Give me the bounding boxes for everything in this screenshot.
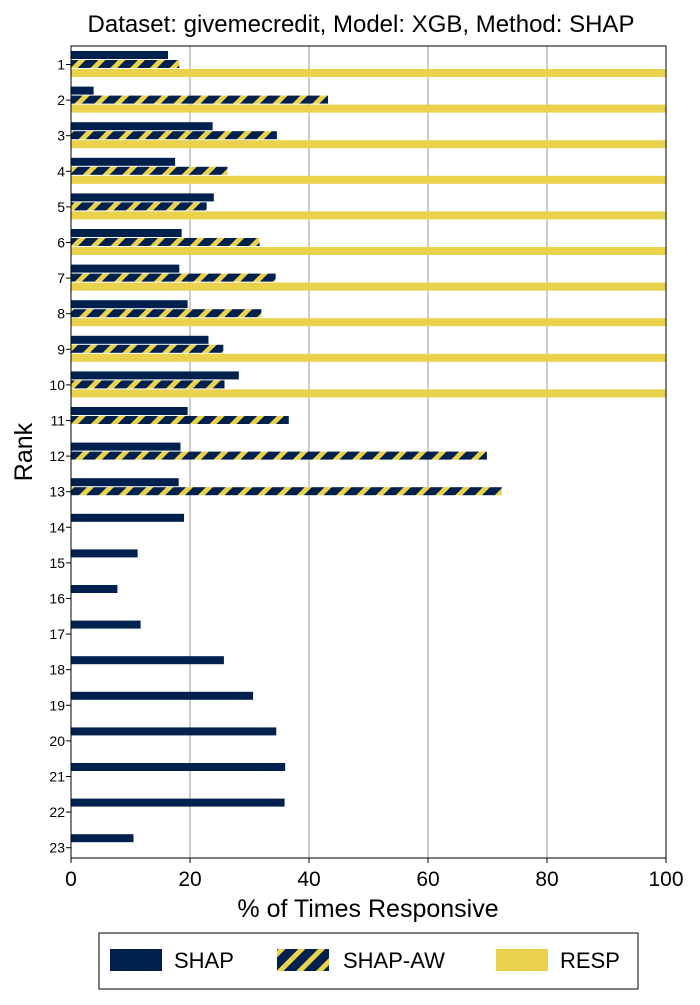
bar-shap-rank-5: [71, 193, 214, 202]
y-tick-label-7: 7: [57, 270, 65, 286]
bar-shap-aw-rank-2: [71, 95, 329, 104]
y-tick-label-8: 8: [57, 306, 65, 322]
bar-shap-aw-rank-11: [71, 416, 289, 424]
x-axis-label: % of Times Responsive: [237, 895, 498, 923]
bar-shap-rank-9: [71, 335, 209, 344]
x-tick-label-0: 0: [65, 868, 77, 891]
bar-shap-rank-10: [71, 371, 239, 380]
legend: SHAP SHAP-AW RESP: [98, 932, 639, 990]
bar-shap-rank-15: [71, 549, 138, 558]
bar-resp-rank-4: [71, 175, 666, 184]
bar-shap-aw-rank-6: [71, 238, 260, 246]
bar-shap-rank-1: [71, 51, 168, 59]
bar-shap-rank-6: [71, 229, 182, 237]
bar-shap-rank-23: [71, 834, 134, 843]
bar-resp-rank-5: [71, 211, 666, 220]
y-tick-label-6: 6: [57, 235, 65, 251]
legend-label-shap-aw: SHAP-AW: [343, 948, 445, 973]
bar-shap-aw-rank-4: [71, 166, 228, 175]
bar-shap-rank-21: [71, 763, 286, 771]
legend-swatch-shap-aw: [277, 949, 329, 971]
y-tick-label-14: 14: [49, 519, 65, 535]
bar-shap-aw-rank-5: [71, 202, 207, 211]
bar-shap-rank-18: [71, 656, 224, 665]
bar-shap-rank-22: [71, 798, 285, 807]
bar-shap-rank-12: [71, 442, 181, 451]
bar-shap-aw-rank-10: [71, 380, 225, 389]
bar-shap-rank-4: [71, 157, 176, 166]
y-tick-label-21: 21: [49, 769, 65, 785]
y-tick-label-19: 19: [49, 697, 65, 713]
x-tick-label-100: 100: [648, 868, 683, 891]
y-tick-label-9: 9: [57, 341, 65, 357]
legend-frame: [98, 932, 639, 990]
bar-shap-aw-rank-12: [71, 451, 487, 460]
bar-resp-rank-10: [71, 389, 666, 398]
y-tick-label-16: 16: [49, 591, 65, 607]
y-tick-label-12: 12: [49, 448, 65, 464]
x-tick-label-20: 20: [178, 868, 201, 891]
chart-title: Dataset: givemecredit, Model: XGB, Metho…: [88, 11, 635, 38]
bar-shap-rank-20: [71, 727, 277, 736]
legend-swatch-resp: [496, 949, 548, 971]
bar-resp-rank-9: [71, 353, 666, 362]
bar-shap-rank-8: [71, 300, 188, 309]
y-tick-label-22: 22: [49, 804, 65, 820]
y-tick-label-13: 13: [49, 484, 65, 500]
y-tick-label-20: 20: [49, 733, 65, 749]
bar-shap-rank-11: [71, 407, 188, 415]
y-tick-label-11: 11: [50, 413, 65, 429]
bar-shap-rank-2: [71, 86, 94, 95]
y-axis-label: Rank: [10, 422, 38, 481]
bar-shap-aw-rank-3: [71, 131, 277, 140]
bar-resp-rank-8: [71, 318, 666, 327]
y-tick-label-2: 2: [57, 92, 65, 108]
y-tick-label-1: 1: [57, 57, 65, 73]
y-tick-label-18: 18: [49, 662, 65, 678]
legend-label-shap: SHAP: [174, 948, 234, 973]
legend-swatch-shap: [110, 949, 162, 971]
bar-shap-rank-14: [71, 513, 185, 522]
legend-label-resp: RESP: [560, 948, 620, 973]
bar-shap-rank-16: [71, 585, 118, 593]
x-tick-label-60: 60: [416, 868, 439, 891]
plot-frame: [70, 45, 667, 859]
bar-shap-rank-3: [71, 122, 213, 131]
bar-shap-rank-19: [71, 691, 254, 700]
bar-shap-aw-rank-9: [71, 344, 224, 353]
bar-resp-rank-3: [71, 140, 666, 149]
bar-shap-aw-rank-13: [71, 487, 502, 496]
bar-shap-rank-13: [71, 478, 179, 487]
bar-shap-rank-7: [71, 264, 180, 273]
bar-shap-aw-rank-1: [71, 60, 180, 68]
bar-resp-rank-7: [71, 282, 666, 291]
bar-resp-rank-1: [71, 69, 666, 77]
y-tick-label-15: 15: [49, 555, 65, 571]
bar-resp-rank-2: [71, 104, 666, 113]
bar-shap-aw-rank-8: [71, 309, 262, 318]
x-tick-label-80: 80: [535, 868, 558, 891]
y-tick-label-17: 17: [49, 626, 65, 642]
x-axis-ticks: 0 20 40 60 80 100: [65, 858, 684, 891]
bar-shap-rank-17: [71, 620, 141, 629]
y-tick-label-23: 23: [49, 840, 65, 856]
x-tick-label-40: 40: [297, 868, 320, 891]
y-tick-label-5: 5: [57, 199, 65, 215]
y-tick-label-4: 4: [57, 163, 65, 179]
bar-shap-aw-rank-7: [71, 273, 276, 282]
y-tick-label-3: 3: [57, 128, 65, 144]
bar-resp-rank-6: [71, 247, 666, 255]
y-tick-label-10: 10: [49, 377, 65, 393]
bars: [71, 51, 666, 843]
